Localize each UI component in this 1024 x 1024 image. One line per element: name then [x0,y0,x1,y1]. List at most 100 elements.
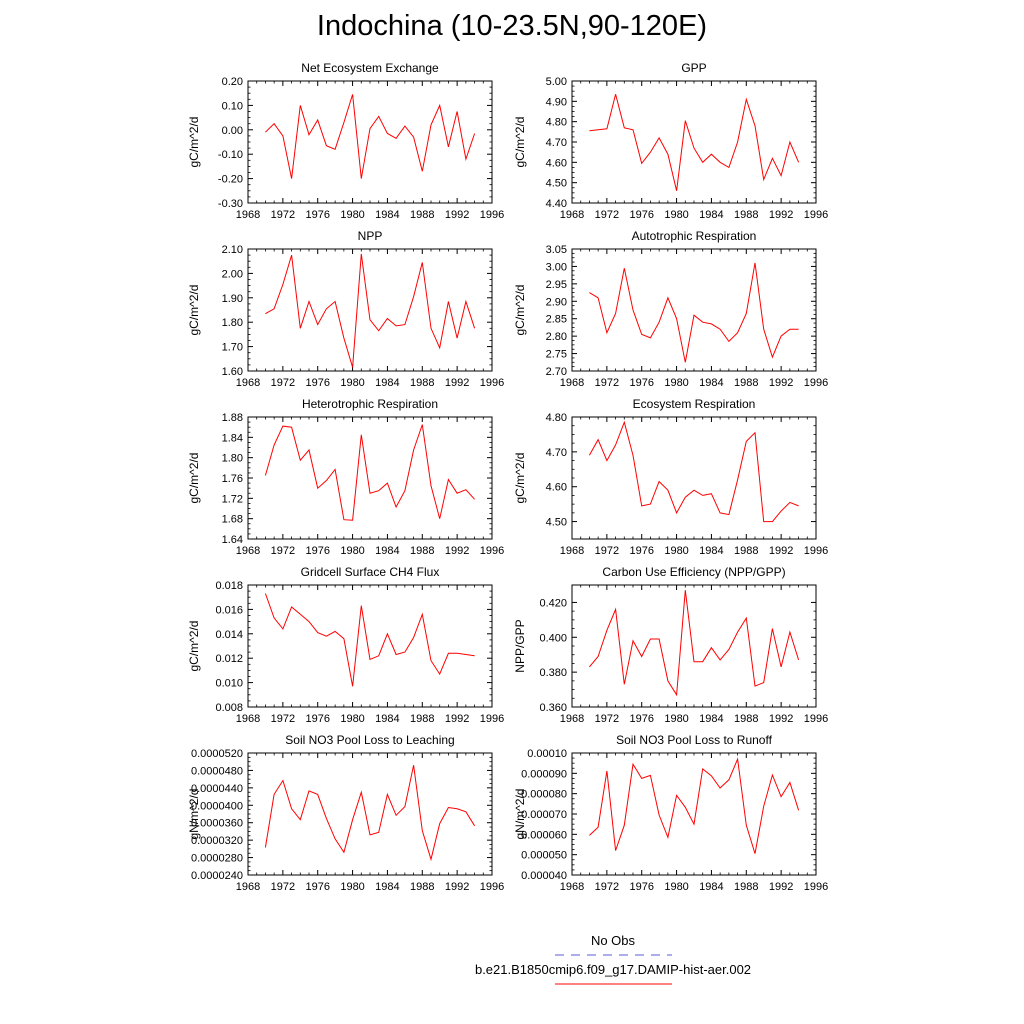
x-tick-label: 1984 [699,209,723,221]
x-tick-label: 1992 [445,881,469,893]
x-tick-label: 1996 [480,713,504,725]
series-line [264,765,476,862]
x-tick-label: 1968 [560,209,584,221]
y-tick-label: 1.76 [222,473,243,485]
x-tick-label: 1968 [236,209,260,221]
x-tick-label: 1992 [445,545,469,557]
x-tick-label: 1972 [271,545,295,557]
x-tick-label: 1968 [236,881,260,893]
x-tick-label: 1996 [804,713,828,725]
legend-model-label: b.e21.B1850cmip6.f09_g17.DAMIP-hist-aer.… [475,962,751,977]
x-tick-label: 1992 [445,713,469,725]
x-tick-label: 1992 [769,377,793,389]
series-line [589,757,800,854]
y-tick-label: 1.64 [222,534,243,546]
x-tick-label: 1976 [305,881,329,893]
panel-title: Soil NO3 Pool Loss to Leaching [285,733,454,747]
y-tick-label: 0.016 [215,604,243,616]
x-tick-label: 1980 [664,881,688,893]
y-tick-label: 0.10 [222,100,243,112]
y-tick-label: 0.0000320 [191,835,243,847]
y-tick-label: 0.018 [215,580,243,592]
y-tick-label: 1.80 [222,453,243,465]
y-tick-label: 0.000060 [521,829,567,841]
y-tick-label: 0.20 [222,76,243,88]
x-tick-label: 1988 [410,545,434,557]
x-tick-label: 1980 [664,209,688,221]
y-tick-label: 4.80 [546,117,567,129]
panel-title: NPP [358,229,383,243]
panel-title: Net Ecosystem Exchange [301,61,439,75]
y-tick-label: 0.00 [222,125,243,137]
y-tick-label: 0.0000520 [191,748,243,760]
x-tick-label: 1992 [769,881,793,893]
x-tick-label: 1980 [340,545,364,557]
y-tick-label: 2.75 [546,349,567,361]
x-tick-label: 1972 [271,713,295,725]
y-tick-label: 0.000070 [521,809,567,821]
series-line [265,94,476,179]
y-axis-label: gC/m^2/d [513,453,527,504]
y-tick-label: 2.90 [546,296,567,308]
series-line [589,94,800,191]
x-tick-label: 1980 [664,545,688,557]
x-tick-label: 1972 [595,209,619,221]
y-tick-label: 4.70 [546,447,567,459]
y-tick-label: 0.0000360 [191,818,243,830]
y-tick-label: 1.70 [222,342,243,354]
x-tick-label: 1988 [410,881,434,893]
y-tick-label: 0.00010 [527,748,567,760]
y-axis-label: NPP/GPP [513,619,527,672]
x-tick-label: 1976 [305,377,329,389]
x-tick-label: 1976 [629,713,653,725]
y-tick-label: 1.80 [222,317,243,329]
x-tick-label: 1984 [699,713,723,725]
y-tick-label: 0.014 [215,629,243,641]
y-tick-label: 4.60 [546,482,567,494]
y-tick-label: 0.400 [539,632,567,644]
x-tick-label: 1984 [375,881,399,893]
x-tick-label: 1992 [445,377,469,389]
y-tick-label: 2.85 [546,314,567,326]
x-tick-label: 1976 [629,377,653,389]
y-axis-label: gN/m^2/d [513,789,527,840]
x-tick-label: 1972 [271,881,295,893]
y-tick-label: 2.95 [546,279,567,291]
panel-title: Soil NO3 Pool Loss to Runoff [616,733,773,747]
y-tick-label: 2.10 [222,244,243,256]
y-axis-label: gC/m^2/d [187,621,201,672]
y-tick-label: 2.70 [546,366,567,378]
x-tick-label: 1988 [734,881,758,893]
y-tick-label: 1.90 [222,293,243,305]
y-axis-label: gC/m^2/d [513,117,527,168]
series-line [264,424,475,521]
y-tick-label: 0.0000400 [191,800,243,812]
x-tick-label: 1972 [595,881,619,893]
page-title: Indochina (10-23.5N,90-120E) [316,10,708,42]
y-axis-label: gC/m^2/d [187,117,201,168]
y-tick-label: 4.80 [546,412,567,424]
x-tick-label: 1992 [769,545,793,557]
panel-title: Gridcell Surface CH4 Flux [301,565,440,579]
x-tick-label: 1996 [480,377,504,389]
x-tick-label: 1976 [305,545,329,557]
y-tick-label: 0.0000280 [191,853,243,865]
x-tick-label: 1996 [804,545,828,557]
y-tick-label: 4.60 [546,157,567,169]
x-tick-label: 1976 [629,545,653,557]
x-tick-label: 1984 [699,545,723,557]
x-tick-label: 1980 [340,377,364,389]
x-tick-label: 1984 [375,209,399,221]
x-tick-label: 1988 [734,713,758,725]
x-tick-label: 1992 [445,209,469,221]
y-tick-label: 0.000080 [521,789,567,801]
y-tick-label: 0.0000440 [191,783,243,795]
x-tick-label: 1984 [699,377,723,389]
x-tick-label: 1988 [410,377,434,389]
series-line [589,590,800,697]
y-tick-label: 1.60 [222,366,243,378]
x-tick-label: 1968 [560,713,584,725]
y-tick-label: 1.88 [222,412,243,424]
y-tick-label: 4.50 [546,517,567,529]
